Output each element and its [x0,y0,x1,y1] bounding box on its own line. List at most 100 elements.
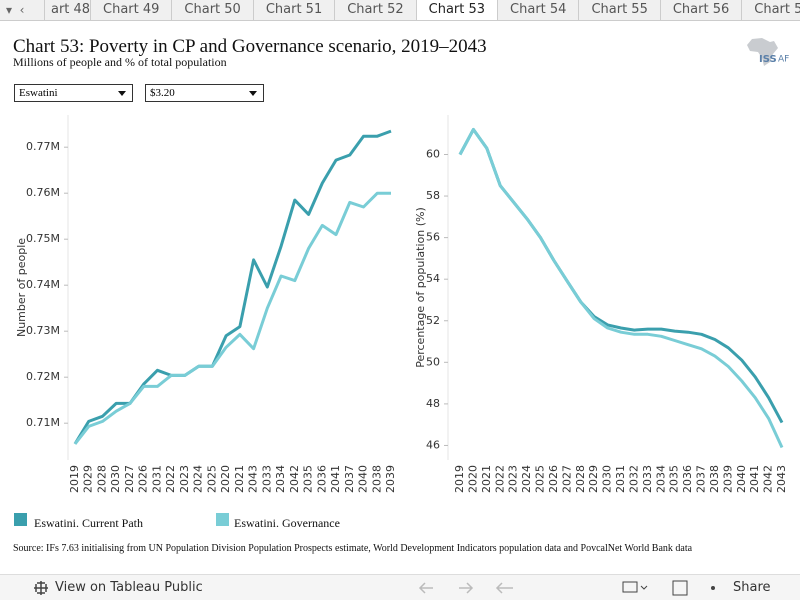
x-tick-label: 2038 [708,465,721,493]
y-axis-title: Percentage of population (%) [414,207,427,368]
revert[interactable] [495,582,513,594]
x-tick-label: 2031 [614,465,627,493]
y-axis-title: Number of people [15,238,28,337]
x-tick-label: 2035 [302,465,315,493]
tab[interactable]: Chart 54 [497,0,578,20]
y-tick-label: 56 [426,231,440,244]
series-line [73,191,391,445]
redo[interactable] [459,582,474,594]
legend-swatch [14,513,27,526]
legend-swatch [216,513,229,526]
legend-label: Eswatini. Governance [234,516,340,530]
x-tick-label: 2023 [507,465,520,493]
x-tick-label: 2035 [668,465,681,493]
x-tick-label: 2033 [641,465,654,493]
x-tick-label: 2039 [721,465,734,493]
y-tick-label: 48 [426,397,440,410]
y-tick-label: 54 [426,272,440,285]
x-tick-label: 2020 [466,465,479,493]
x-tick-label: 2019 [453,465,466,493]
x-tick-label: 2028 [574,465,587,493]
tab-bar: ▾ ‹ art 48 Chart 49 Chart 50 Chart 51 Chart … [0,0,800,21]
y-tick-label: 0.77M [26,140,60,153]
x-tick-label: 2030 [109,465,122,493]
x-tick-label: 2042 [762,465,775,493]
tab[interactable]: Chart 56 [659,0,741,20]
x-tick-label: 2024 [192,465,205,493]
x-tick-label: 2039 [384,465,397,493]
view-link[interactable]: View on Tableau Public [55,580,203,595]
x-tick-label: 2032 [627,465,640,493]
x-tick-label: 2022 [493,465,506,493]
legend: Eswatini. Current Path Eswatini. Governa… [0,510,800,532]
x-tick-label: 2027 [123,465,136,493]
subtitle: Millions of people and % of total popula… [13,55,227,69]
series-line [458,128,784,449]
x-tick-label: 2036 [315,465,328,493]
dropdown[interactable]: $3.20 [145,84,264,102]
fullscreen[interactable] [672,580,688,596]
x-tick-label: 2027 [560,465,573,493]
toolbar-icons [418,580,715,596]
download[interactable] [622,581,638,593]
y-tick-label: 60 [426,147,440,160]
x-tick-label: 2026 [137,465,150,493]
x-tick-label: 2025 [534,465,547,493]
tab-nav[interactable]: ▾ ‹ [6,3,25,17]
x-tick-label: 2034 [274,465,287,493]
tab[interactable]: Chart 52 [334,0,415,20]
y-tick-label: 0.71M [26,416,60,429]
y-tick-label: 0.75M [26,232,60,245]
title: Chart 53: Poverty in CP and Governance s… [13,36,487,57]
x-tick-label: 2026 [547,465,560,493]
logo-text: AF [778,55,789,65]
x-tick-label: 2036 [681,465,694,493]
x-tick-label: 2040 [357,465,370,493]
logo-text: ISS [759,54,777,65]
x-tick-label: 2021 [233,465,246,493]
tab[interactable]: Chart 53 [415,0,498,20]
tableau-icon [34,581,48,595]
x-tick-label: 2028 [95,465,108,493]
tab[interactable]: Chart 49 [90,0,171,20]
x-tick-label: 2034 [654,465,667,493]
toolbar: View on Tableau Public Share [0,574,800,600]
y-tick-label: 0.76M [26,186,60,199]
x-tick-label: 2029 [82,465,95,493]
y-tick-label: 0.74M [26,278,60,291]
share-button[interactable]: Share [733,580,771,595]
x-tick-label: 2031 [150,465,163,493]
tab[interactable]: art 48 [44,0,90,20]
y-tick-label: 0.73M [26,324,60,337]
x-tick-label: 2020 [219,465,232,493]
x-tick-label: 2043 [775,465,788,493]
dropdown[interactable]: Eswatini [14,84,133,102]
x-tick-label: 2023 [178,465,191,493]
series-line [73,129,392,445]
tab[interactable]: Chart 51 [252,0,334,20]
y-tick-label: 46 [426,438,440,451]
x-tick-label: 2024 [520,465,533,493]
logo-map [747,38,778,66]
x-tick-label: 2019 [68,465,81,493]
y-tick-label: 50 [426,355,440,368]
tab[interactable]: Chart 55 [578,0,659,20]
x-tick-label: 2041 [329,465,342,493]
x-tick-label: 2030 [601,465,614,493]
source-note: Source: IFs 7.63 initialising from UN Po… [13,543,693,554]
x-tick-label: 2040 [735,465,748,493]
y-tick-label: 52 [426,314,440,327]
tab[interactable]: Chart 50 [171,0,252,20]
legend-label: Eswatini. Current Path [34,516,143,530]
tab[interactable]: Chart 57 [741,0,800,20]
x-tick-label: 2041 [748,465,761,493]
x-tick-label: 2042 [288,465,301,493]
x-tick-label: 2022 [164,465,177,493]
x-tick-label: 2037 [343,465,356,493]
x-tick-label: 2038 [370,465,383,493]
y-tick-label: 0.72M [26,370,60,383]
undo[interactable] [418,582,433,594]
x-tick-label: 2037 [695,465,708,493]
